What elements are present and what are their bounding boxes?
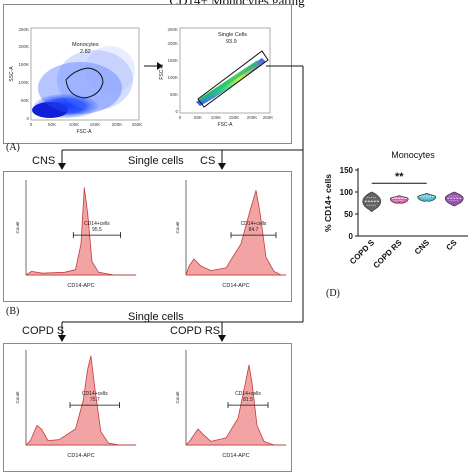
gate-marker [230, 232, 277, 239]
plot2-xtick-5: 250K [263, 115, 274, 120]
plot1-ytick-1: 50K [21, 98, 29, 103]
plot1-ytick-2: 100K [18, 80, 29, 85]
plot1-xtick-5: 250K [132, 122, 143, 127]
violin-ytick-label: 100 [340, 188, 354, 197]
violin-copd-s: COPD S [348, 191, 382, 266]
histogram-panel-bottom [3, 343, 292, 472]
histogram-xlabel: CD14-APC [222, 453, 249, 459]
violin-ytick-label: 0 [349, 232, 354, 241]
plot2-xlabel: FSC-A [218, 122, 234, 128]
connector-lines [61, 65, 304, 336]
gate-marker [72, 232, 121, 239]
histogram-xlabel: CD14-APC [67, 283, 94, 289]
plot1-gate-value: 2.82 [80, 49, 91, 55]
plot1-xtick-1: 50K [48, 122, 56, 127]
down-arrow-icons [58, 163, 226, 342]
plot2-gate-value: 93.9 [226, 39, 237, 45]
violin-cs: CS [444, 191, 464, 253]
gating-plot-single-cells: 0 50K 100K 150K 200K 250K 0 50K 100K 150… [159, 27, 273, 128]
plot1-gate-label: Monocytes [72, 42, 99, 48]
gate-label: CD14+cells [82, 391, 108, 397]
histogram-xlabel: CD14-APC [67, 453, 94, 459]
plot1-xtick-0: 0 [30, 122, 33, 127]
plot1-ytick-4: 200K [18, 44, 29, 49]
panel-label-d: (D) [326, 288, 340, 299]
histogram-area [25, 355, 137, 446]
plot2-ytick-2: 100K [167, 75, 178, 80]
violin-title: Monocytes [391, 150, 435, 160]
significance-bracket: ** [371, 171, 427, 184]
violin-chart: Monocytes 0 50 100 150 % CD14+ cells COPD SCOP… [323, 150, 468, 270]
gate-value: 75.7 [90, 397, 100, 403]
gating-plot-monocytes: 0 50K 100K 150K 200K 250K 0 50K 100K 150… [9, 27, 142, 135]
plot2-ylabel: FSC-H [159, 64, 165, 80]
plot2-ytick-0: 0 [175, 109, 178, 114]
gate-value: 81.5 [243, 397, 253, 403]
violin-category-label: COPD RS [372, 238, 405, 271]
violin-ytick-label: 150 [340, 166, 354, 175]
plot2-ytick-1: 50K [170, 92, 178, 97]
header-copd-s: COPD S [22, 325, 65, 337]
violin-ylabel: % CD14+ cells [323, 174, 333, 232]
histogram-area [185, 190, 287, 276]
gate-label: CD14+cells [241, 221, 267, 227]
header-cns: CNS [32, 155, 56, 167]
gate-marker [69, 402, 120, 409]
panel-label-b: (B) [6, 306, 20, 317]
header-single-cells-bottom: Single cells [128, 311, 184, 323]
plot2-ytick-5: 250K [167, 27, 178, 32]
plot1-yticks: 0 50K 100K 150K 200K 250K [18, 27, 29, 121]
panel-label-a: (A) [6, 142, 20, 153]
histogram-ylabel: Count [15, 221, 20, 234]
plot2-xtick-0: 0 [179, 115, 182, 120]
plot2-gate-label: Single Cells [218, 32, 247, 38]
gate-label: CD14+cells [84, 221, 110, 227]
plot1-xlabel: FSC-A [77, 129, 93, 135]
header-cs: CS [200, 155, 216, 167]
plot2-xtick-1: 50K [194, 115, 202, 120]
plot2-xtick-3: 150K [229, 115, 240, 120]
histogram-ylabel: Count [175, 391, 180, 404]
gating-arrow-icon [144, 62, 163, 70]
gate-value: 95.5 [92, 227, 102, 233]
histogram-xlabel: CD14-APC [222, 283, 249, 289]
plot2-xticks: 0 50K 100K 150K 200K 250K [179, 115, 274, 120]
plot2-ytick-4: 200K [167, 41, 178, 46]
header-single-cells-top: Single cells [128, 155, 184, 167]
histogram-ylabel: Count [175, 221, 180, 234]
histogram-area [185, 364, 287, 446]
plot1-ytick-3: 150K [18, 62, 29, 67]
header-copd-rs: COPD RS [170, 325, 221, 337]
plot2-xtick-2: 100K [211, 115, 222, 120]
plot2-xtick-4: 200K [247, 115, 258, 120]
plot1-xtick-4: 200K [112, 122, 123, 127]
violin-ytick-label: 50 [344, 210, 353, 219]
gate-value: 84.7 [249, 227, 259, 233]
gate-marker [227, 402, 269, 409]
plot1-ytick-5: 250K [18, 27, 29, 32]
plot1-xtick-3: 150K [90, 122, 101, 127]
plot2-ytick-3: 150K [167, 58, 178, 63]
plot1-ylabel: SSC-A [9, 66, 15, 82]
violin-category-label: CNS [413, 238, 432, 257]
histogram-area [25, 187, 137, 276]
significance-label: ** [395, 171, 404, 183]
histogram-panel-top [3, 171, 292, 302]
plot2-yticks: 0 50K 100K 150K 200K 250K [167, 27, 178, 114]
violin-category-label: CS [444, 238, 459, 253]
plot1-ytick-0: 0 [26, 116, 29, 121]
gate-label: CD14+cells [235, 391, 261, 397]
plot1-xtick-2: 100K [69, 122, 80, 127]
violin-cns: CNS [413, 192, 437, 257]
histogram-ylabel: Count [15, 391, 20, 404]
plot1-xticks: 0 50K 100K 150K 200K 250K [30, 122, 143, 127]
